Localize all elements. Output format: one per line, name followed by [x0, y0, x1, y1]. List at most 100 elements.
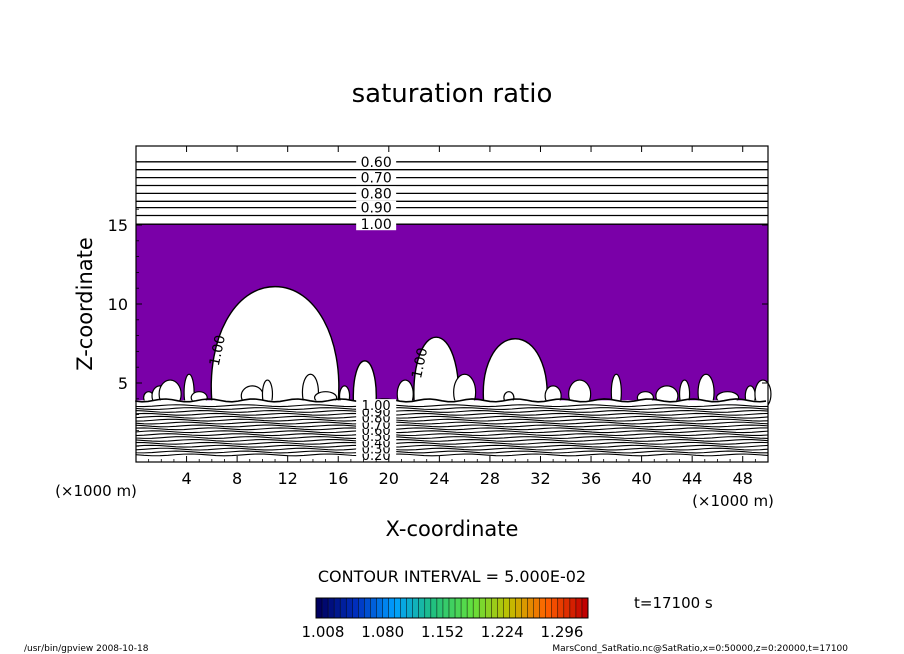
plume-0 [210, 285, 340, 403]
x-tick-label-9: 40 [631, 469, 651, 488]
colorbar-stripe-44 [581, 598, 588, 618]
lower-label-bg-2 [356, 436, 397, 448]
colorbar-stripe-34 [521, 598, 528, 618]
x-tick-label-7: 32 [530, 469, 550, 488]
lower-contour-2 [135, 447, 769, 451]
colorbar-stripe-8 [364, 598, 371, 618]
contour-label-inline-1: 1.00 [409, 346, 431, 380]
x-tick-label-6: 28 [480, 469, 500, 488]
colorbar-stripe-9 [370, 598, 377, 618]
colorbar-stripe-32 [509, 598, 516, 618]
colorbar-stripe-11 [382, 598, 389, 618]
lower-contour-8 [135, 430, 769, 434]
colorbar-stripe-28 [485, 598, 492, 618]
colorbar-frame [315, 597, 589, 619]
x-tick-label-5: 24 [429, 469, 449, 488]
colorbar-stripe-18 [424, 598, 431, 618]
colorbar-stripe-19 [430, 598, 437, 618]
colorbar-tick-3: 1.224 [481, 623, 524, 641]
lower-contour-4 [135, 441, 769, 445]
colorbar-stripe-20 [436, 598, 443, 618]
x-tick-label-11: 48 [733, 469, 753, 488]
colorbar-stripe-16 [412, 598, 419, 618]
x-tick-label-2: 12 [278, 469, 298, 488]
lower-contour-15 [135, 409, 769, 413]
plume-1 [352, 360, 377, 403]
x-tick-label-8: 36 [581, 469, 601, 488]
colorbar-stripe-21 [442, 598, 449, 618]
x-tick-label-10: 44 [682, 469, 702, 488]
lower-label-bg-6 [356, 411, 397, 423]
colorbar-stripe-36 [533, 598, 540, 618]
colorbar-stripe-22 [448, 598, 456, 618]
colorbar-stripe-3 [334, 598, 341, 618]
colorbar-stripe-24 [461, 598, 468, 618]
lower-contour-7 [135, 433, 769, 437]
colorbar-stripe-39 [551, 598, 558, 618]
lower-contour-0 [135, 453, 769, 457]
colorbar-stripe-1 [322, 598, 329, 618]
colorbar-stripe-29 [491, 598, 498, 618]
x-tick-label-0: 4 [181, 469, 191, 488]
colorbar-stripe-13 [394, 598, 401, 618]
colorbar-stripe-40 [557, 598, 564, 618]
contour-label-upper-4: 0.80 [361, 186, 392, 202]
colorbar-stripe-31 [503, 598, 510, 618]
lower-contour-10 [135, 424, 769, 428]
colorbar-stripe-12 [388, 598, 395, 618]
colorbar-stripe-15 [406, 598, 413, 618]
lower-contour-16 [135, 407, 769, 410]
y-tick-label-0: 5 [118, 374, 128, 393]
lower-contour-14 [135, 412, 769, 416]
colorbar-stripe-14 [400, 598, 407, 618]
colorbar-stripe-35 [527, 598, 534, 618]
colorbar-tick-0: 1.008 [302, 623, 345, 641]
lower-contour-17 [135, 404, 769, 408]
label-bg-2 [356, 170, 397, 184]
colorbar [315, 597, 589, 619]
contour-labels: 0.600.700.800.901.000.200.300.400.500.60… [207, 154, 431, 464]
x-tick-label-3: 16 [328, 469, 348, 488]
colorbar-stripe-27 [479, 598, 486, 618]
colorbar-stripe-0 [316, 598, 323, 618]
lower-label-bg-0 [356, 448, 397, 460]
lower-label-bg-8 [356, 399, 397, 411]
plume-3 [482, 338, 548, 403]
label-bg-4 [356, 186, 397, 200]
lower-contour-1 [135, 450, 769, 454]
colorbar-stripe-4 [340, 598, 347, 618]
lower-contour-5 [135, 438, 769, 442]
contour-label-lower-8: 1.00 [362, 399, 391, 414]
x-tick-label-1: 8 [232, 469, 242, 488]
x-unit-label: (×1000 m) [692, 492, 774, 510]
contour-label-inline-0: 1.00 [207, 334, 229, 368]
label-bg-6 [356, 200, 397, 214]
y-axis-ticks: 5 10 15 [108, 161, 768, 447]
lower-contour-6 [135, 436, 769, 439]
contour-label-upper-8: 1.00 [361, 217, 392, 233]
lower-contour-12 [135, 418, 769, 422]
colorbar-stripe-38 [545, 598, 552, 618]
contour-label-upper-2: 0.70 [361, 171, 392, 187]
colorbar-stripe-6 [352, 598, 359, 618]
lower-label-bg-5 [356, 417, 397, 429]
contour-interval-label: CONTOUR INTERVAL = 5.000E-02 [318, 567, 586, 586]
time-label: t=17100 s [634, 594, 713, 612]
lower-contour-11 [135, 421, 769, 425]
colorbar-stripe-43 [575, 598, 582, 618]
contour-label-upper-6: 0.90 [361, 201, 392, 217]
colorbar-stripe-23 [455, 598, 462, 618]
y-tick-label-2: 15 [108, 216, 128, 235]
footer-right: MarsCond_SatRatio.nc@SatRatio,x=0:50000,… [552, 644, 848, 654]
colorbar-stripe-5 [346, 598, 353, 618]
lower-label-bg-3 [356, 430, 397, 442]
colorbar-stripe-33 [515, 598, 522, 618]
x-axis-label: X-coordinate [386, 517, 519, 541]
x-axis-ticks: 4 8 12 16 20 24 28 32 36 40 44 48 [148, 146, 756, 488]
y-axis-label: Z-coordinate [73, 237, 97, 371]
x-tick-label-4: 20 [379, 469, 399, 488]
colorbar-stripe-30 [497, 598, 504, 618]
y-tick-label-1: 10 [108, 295, 128, 314]
base-contour [135, 398, 767, 403]
